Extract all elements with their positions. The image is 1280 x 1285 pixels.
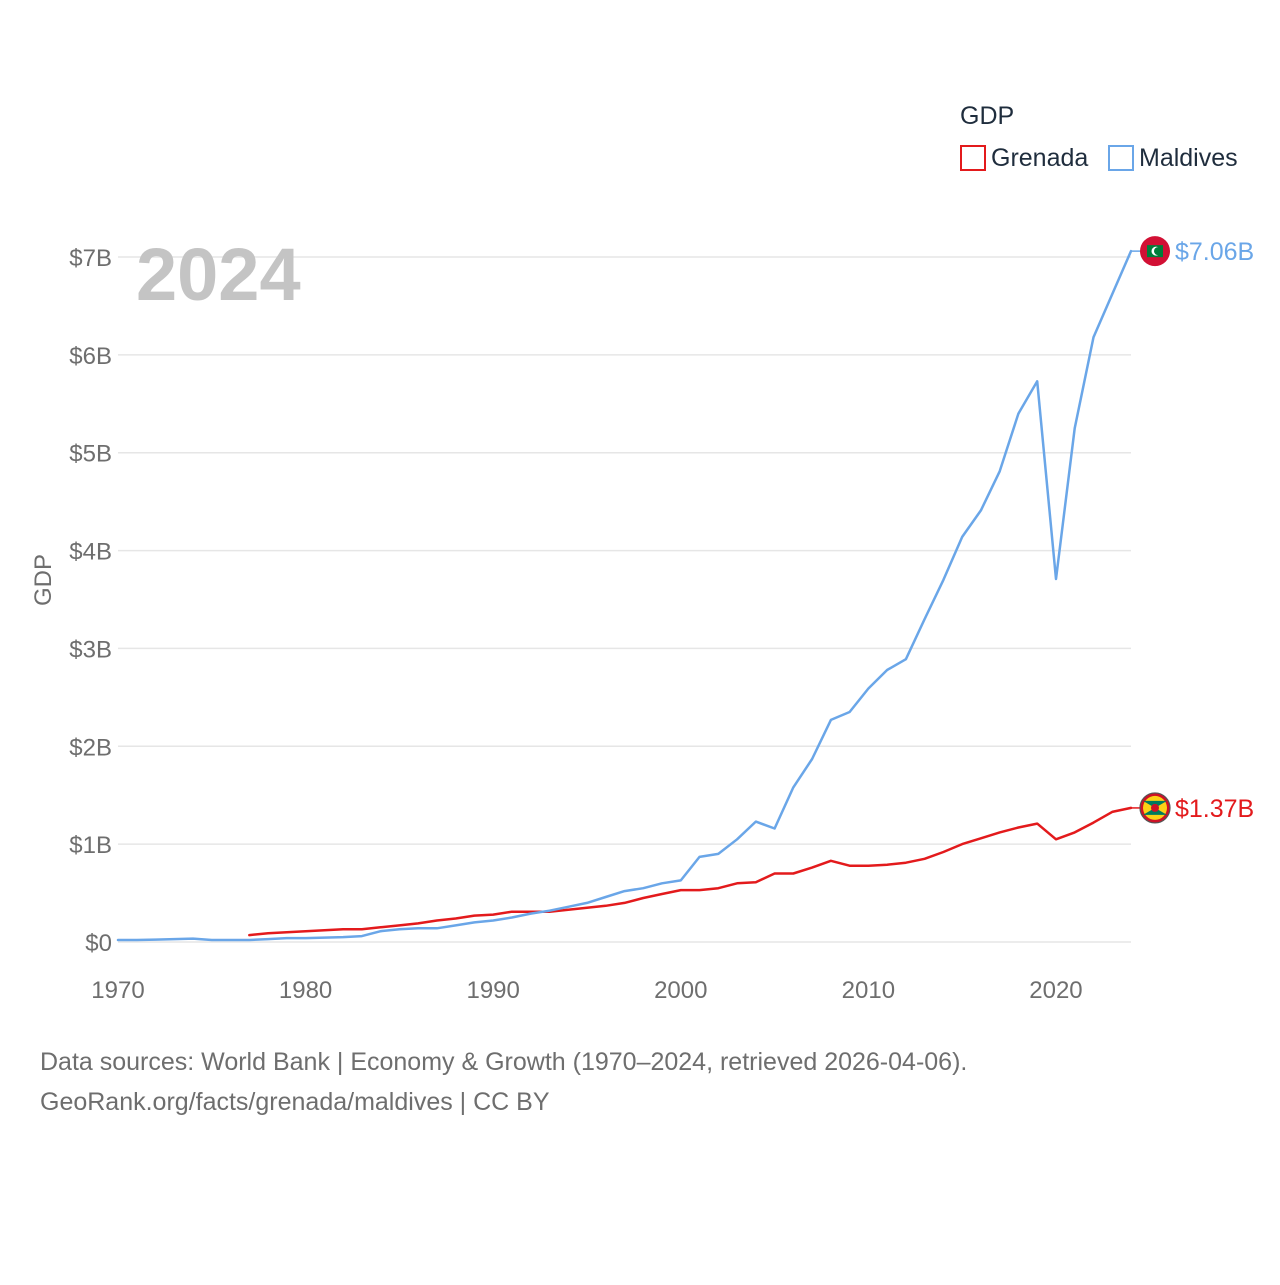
maldives-flag-icon [1140, 236, 1170, 267]
y-axis-title: GDP [30, 554, 57, 606]
x-tick-label: 1970 [91, 977, 144, 1004]
x-tick-label: 2010 [842, 977, 895, 1004]
y-tick-label: $0 [85, 930, 112, 957]
y-tick-label: $4B [69, 539, 112, 566]
legend-swatch-grenada [960, 145, 986, 171]
source-line-1: Data sources: World Bank | Economy & Gro… [40, 1048, 968, 1076]
source-line-2: GeoRank.org/facts/grenada/maldives | CC … [40, 1088, 550, 1116]
legend: GDP Grenada Maldives [960, 102, 1238, 172]
y-axis-ticks: $0 $1B $2B $3B $4B $5B $6B $7B [69, 245, 112, 957]
gridlines [118, 256, 1131, 943]
series-lines [116, 249, 1133, 942]
x-tick-label: 2020 [1029, 977, 1082, 1004]
x-tick-label: 1990 [466, 977, 519, 1004]
end-value-label-maldives: $7.06B [1175, 238, 1254, 266]
series-end-markers: $1.37B $7.06B [1131, 236, 1254, 824]
x-tick-label: 1980 [279, 977, 332, 1004]
source-note: Data sources: World Bank | Economy & Gro… [40, 1042, 1240, 1122]
y-tick-label: $5B [69, 441, 112, 468]
legend-label-grenada: Grenada [991, 144, 1088, 172]
y-tick-label: $6B [69, 343, 112, 370]
x-tick-label: 2000 [654, 977, 707, 1004]
y-tick-label: $3B [69, 636, 112, 663]
legend-entry-grenada[interactable]: Grenada [960, 144, 1088, 172]
end-value-label-grenada: $1.37B [1175, 795, 1254, 823]
y-tick-label: $1B [69, 832, 112, 859]
year-label: 2024 [136, 233, 301, 316]
grenada-flag-icon [1139, 792, 1171, 824]
y-tick-label: $2B [69, 734, 112, 761]
legend-title: GDP [960, 102, 1014, 130]
x-axis-ticks: 1970 1980 1990 2000 2010 2020 [91, 977, 1082, 1004]
legend-swatch-maldives [1108, 145, 1134, 171]
y-tick-label: $7B [69, 245, 112, 272]
legend-entry-maldives[interactable]: Maldives [1108, 144, 1238, 172]
series-line-grenada[interactable] [248, 806, 1133, 937]
series-line-maldives[interactable] [116, 249, 1133, 942]
legend-label-maldives: Maldives [1139, 144, 1238, 172]
